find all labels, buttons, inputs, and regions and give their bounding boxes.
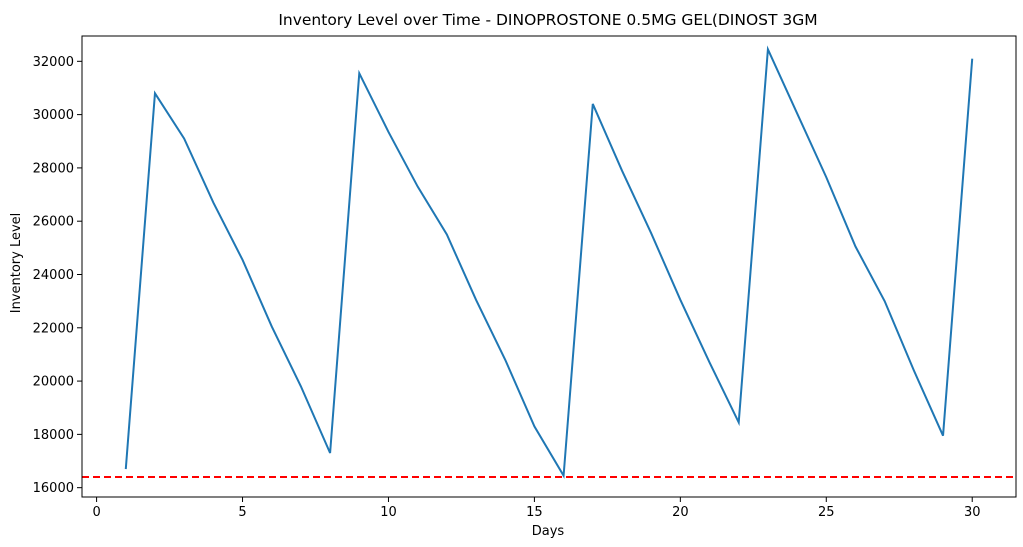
chart-title: Inventory Level over Time - DINOPROSTONE… [278,11,817,29]
x-tick-label: 0 [92,505,100,520]
x-tick-label: 10 [380,505,397,520]
series-line-0 [124,45,974,479]
y-tick-label: 20000 [33,375,74,390]
x-tick-label: 30 [964,505,981,520]
x-tick-label: 20 [672,505,689,520]
y-tick-label: 32000 [33,55,74,70]
x-tick-label: 25 [818,505,835,520]
plot-frame [81,35,1017,498]
y-tick-label: 28000 [33,161,74,176]
y-tick-label: 24000 [33,268,74,283]
plot-area: 0 5 10 15 20 25 30 16000 18000 20000 22000 24000 260… [33,35,1017,520]
y-tick-label: 30000 [33,108,74,123]
x-tick-label: 5 [238,505,246,520]
y-tick-label: 26000 [33,215,74,230]
y-tick-label: 22000 [33,321,74,336]
x-tick-label: 15 [526,505,543,520]
x-axis-label: Days [532,524,565,539]
y-axis-label: Inventory Level [9,213,24,314]
y-tick-label: 18000 [33,428,74,443]
y-tick-label: 16000 [33,481,74,496]
